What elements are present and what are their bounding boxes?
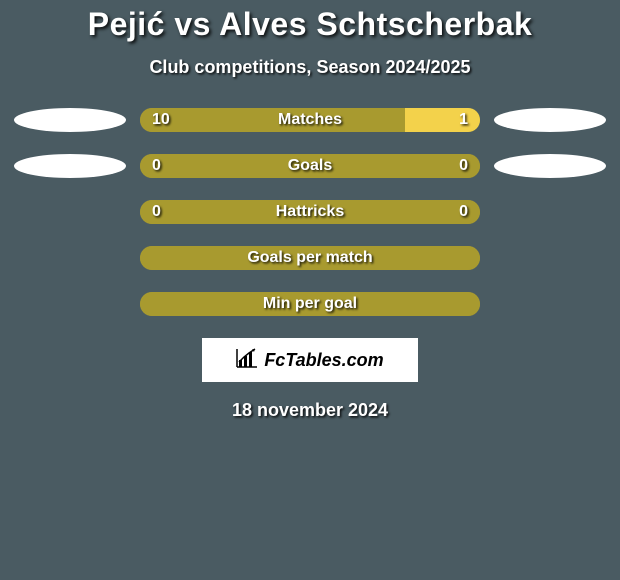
stat-bar: Goals per match (140, 246, 480, 270)
player-left-avatar (14, 108, 126, 132)
stat-label: Goals (140, 154, 480, 178)
player-right-avatar (494, 154, 606, 178)
comparison-card: Pejić vs Alves Schtscherbak Club competi… (0, 0, 620, 580)
stat-bar: 10Matches1 (140, 108, 480, 132)
stat-right-value: 0 (459, 154, 468, 178)
player-right-avatar (494, 108, 606, 132)
stat-row: 0Hattricks0 (0, 200, 620, 224)
stat-row: 0Goals0 (0, 154, 620, 178)
stat-bar: Min per goal (140, 292, 480, 316)
logo-box: FcTables.com (202, 338, 418, 382)
stat-row: 10Matches1 (0, 108, 620, 132)
stat-label: Goals per match (140, 246, 480, 270)
page-title: Pejić vs Alves Schtscherbak (0, 6, 620, 43)
stat-bar: 0Hattricks0 (140, 200, 480, 224)
stat-label: Hattricks (140, 200, 480, 224)
stat-row: Min per goal (0, 292, 620, 316)
stats-container: 10Matches10Goals00Hattricks0Goals per ma… (0, 108, 620, 316)
stat-label: Matches (140, 108, 480, 132)
player-left-avatar (14, 154, 126, 178)
subtitle: Club competitions, Season 2024/2025 (0, 57, 620, 78)
stat-label: Min per goal (140, 292, 480, 316)
stat-row: Goals per match (0, 246, 620, 270)
barchart-icon (236, 348, 258, 373)
date-stamp: 18 november 2024 (0, 400, 620, 421)
stat-bar: 0Goals0 (140, 154, 480, 178)
stat-right-value: 1 (459, 108, 468, 132)
stat-right-value: 0 (459, 200, 468, 224)
logo-text: FcTables.com (264, 350, 383, 371)
